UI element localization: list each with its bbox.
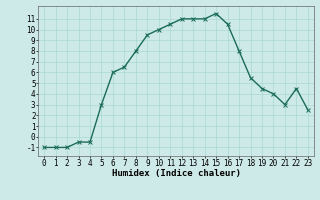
X-axis label: Humidex (Indice chaleur): Humidex (Indice chaleur) xyxy=(111,169,241,178)
